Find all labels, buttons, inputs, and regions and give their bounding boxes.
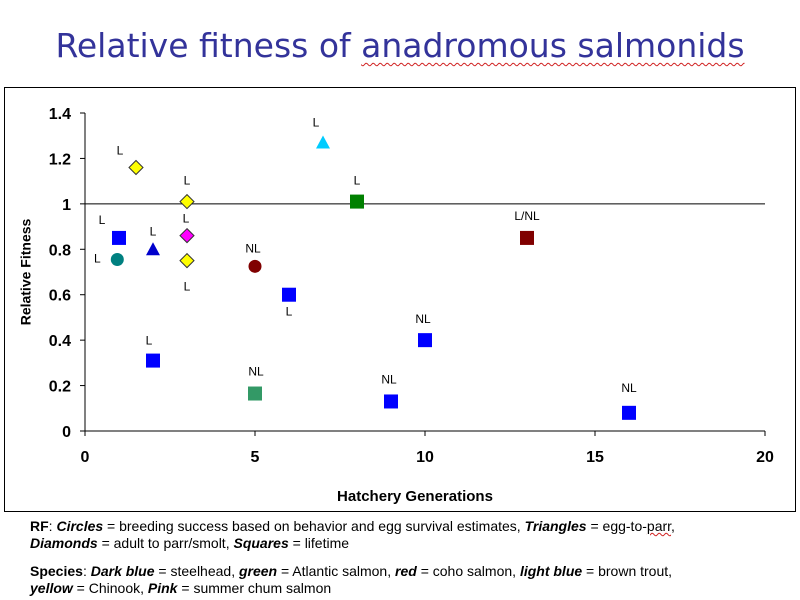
point-label: L [183,212,190,226]
y-tick-label: 0.6 [49,288,71,305]
rf-diamonds-desc: = adult to parr/smolt, [97,535,234,551]
x-tick-label: 5 [251,449,260,466]
axes: 0 0.2 0.4 0.6 0.8 1 1.2 1.4 0 5 10 15 20 [49,106,774,466]
color-legend-note: Species: Dark blue = steelhead, green = … [30,563,790,597]
species-green: green [238,563,278,579]
diamond-marker [128,159,144,176]
rf-circles: Circles [56,518,104,534]
species-red: red [395,563,417,579]
point-label: L [286,305,293,319]
square-marker [146,353,160,368]
title-underlined: anadromous salmonids [361,26,745,65]
point-label: L [99,213,106,227]
y-tick-label: 1.2 [49,151,71,168]
rf-comma: , [671,518,675,534]
rf-triangles: Triangles [524,518,587,534]
square-marker [248,386,262,401]
point-label: L [94,252,101,266]
slide-title: Relative fitness of anadromous salmonids [0,26,800,65]
y-tick-label: 0.4 [49,333,71,350]
species-light-blue-desc: = brown trout, [582,563,673,579]
square-marker [282,287,296,302]
point-label: NL [621,381,637,395]
x-tick-label: 15 [586,449,604,466]
y-tick-label: 1.4 [49,106,71,123]
triangle-marker [316,135,330,149]
point-label: L/NL [514,209,540,223]
rf-colon: : [48,518,57,534]
point-label: NL [245,241,261,255]
point-label: L [117,144,124,158]
species-green-desc: = Atlantic salmon, [277,563,396,579]
rf-diamonds: Diamonds [30,535,98,551]
point-label: L [184,174,191,188]
rf-parr: parr [646,518,672,534]
point-label: NL [415,312,431,326]
chart-frame: 0 0.2 0.4 0.6 0.8 1 1.2 1.4 0 5 10 15 20 L L L L L L L L L NL… [4,87,796,512]
species-yellow: yellow [30,580,73,596]
y-tick-label: 0.2 [49,379,71,396]
circle-marker [248,259,262,273]
point-label: L [313,116,320,130]
x-tick-label: 20 [756,449,774,466]
species-red-desc: = coho salmon, [416,563,520,579]
square-marker [384,394,398,409]
rf-circles-desc: = breeding success based on behavior and… [103,518,525,534]
square-marker [622,405,636,420]
point-label: NL [248,365,264,379]
y-tick-label: 0 [62,424,71,441]
point-label: NL [381,372,397,386]
point-label: L [354,174,361,188]
y-tick-label: 0.8 [49,242,71,259]
point-label: L [184,280,191,294]
rf-lead: RF [30,518,49,534]
point-label: L [150,224,157,238]
x-tick-label: 0 [81,449,90,466]
diamond-marker [179,252,195,269]
scatter-chart: 0 0.2 0.4 0.6 0.8 1 1.2 1.4 0 5 10 15 20 L L L L L L L L L NL… [18,106,774,505]
title-prefix: Relative fitness of [55,26,362,65]
rf-squares-desc: = lifetime [288,535,350,551]
species-lead: Species [30,563,83,579]
diamond-marker [179,193,195,210]
square-marker [520,230,534,245]
point-label: L [146,334,153,348]
species-dark-blue-desc: = steelhead, [154,563,239,579]
shape-legend-note: RF: Circles = breeding success based on … [30,518,790,552]
rf-triangles-desc: = egg-to- [586,518,647,534]
circle-marker [110,253,124,267]
species-light-blue: light blue [519,563,583,579]
y-axis-title: Relative Fitness [18,218,34,325]
diamond-marker [179,227,195,244]
rf-squares: Squares [233,535,289,551]
species-colon: : [82,563,91,579]
square-marker [350,194,364,209]
species-yellow-desc: = Chinook, [72,580,148,596]
species-pink-desc: = summer chum salmon [177,580,332,596]
y-tick-label: 1 [62,197,71,214]
data-points [110,135,636,420]
triangle-marker [146,242,160,256]
square-marker [112,230,126,245]
x-axis-title: Hatchery Generations [337,488,493,505]
square-marker [418,333,432,348]
species-dark-blue: Dark blue [90,563,155,579]
point-labels: L L L L L L L L L NL L/NL L L NL NL NL NL [94,116,637,395]
x-tick-label: 10 [416,449,434,466]
species-pink: Pink [147,580,178,596]
